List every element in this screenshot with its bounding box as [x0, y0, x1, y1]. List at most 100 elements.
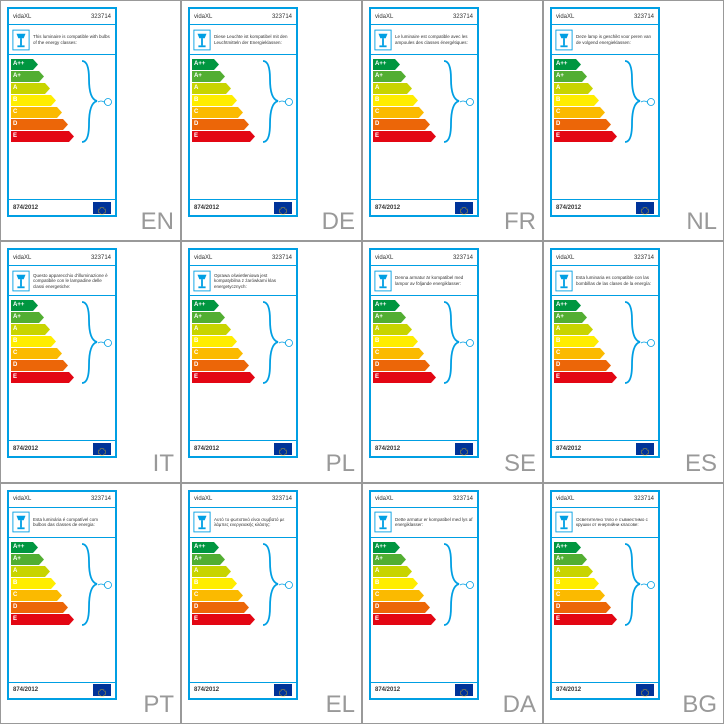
- eu-flag-icon: [274, 202, 292, 214]
- energy-bar-label: A++: [556, 544, 567, 550]
- brand-name: vidaXL: [556, 255, 574, 261]
- energy-bar-label: E: [375, 133, 379, 139]
- language-code: PL: [326, 450, 355, 478]
- model-number: 323714: [272, 255, 292, 261]
- label-cell: vidaXL 323714 Осветително тяло е съвмест…: [543, 483, 724, 724]
- energy-bar-label: A: [13, 326, 17, 332]
- brand-name: vidaXL: [556, 496, 574, 502]
- eu-flag-icon: [455, 202, 473, 214]
- energy-bar-label: E: [13, 616, 17, 622]
- energy-bar-label: A++: [13, 544, 24, 550]
- language-code: SE: [504, 450, 536, 478]
- lamp-icon: [193, 270, 211, 292]
- energy-rating-area: A++ A+ A B C: [552, 296, 658, 440]
- energy-bar-label: E: [194, 374, 198, 380]
- energy-bar-label: A: [194, 85, 198, 91]
- regulation-number: 874/2012: [556, 205, 581, 211]
- regulation-number: 874/2012: [375, 205, 400, 211]
- language-code: FR: [504, 208, 536, 236]
- language-code: IT: [153, 450, 174, 478]
- energy-label-card: vidaXL 323714 Αυτό το φωτιστικό είναι συ…: [188, 490, 298, 700]
- regulation-number: 874/2012: [375, 687, 400, 693]
- description-row: Αυτό το φωτιστικό είναι συμβατό με λάμπε…: [190, 508, 296, 538]
- energy-bar-label: A++: [194, 61, 205, 67]
- model-number: 323714: [272, 14, 292, 20]
- brand-name: vidaXL: [13, 14, 31, 20]
- energy-rating-area: A++ A+ A B C: [190, 538, 296, 682]
- energy-bar-label: D: [13, 362, 17, 368]
- header-row: vidaXL 323714: [9, 9, 115, 25]
- energy-bar-label: A: [375, 326, 379, 332]
- bulb-icon: [460, 577, 474, 587]
- bracket-icon: [77, 59, 107, 144]
- header-row: vidaXL 323714: [371, 250, 477, 266]
- header-row: vidaXL 323714: [190, 9, 296, 25]
- model-number: 323714: [453, 14, 473, 20]
- energy-bar-label: C: [556, 109, 560, 115]
- energy-bar-label: B: [194, 580, 198, 586]
- energy-bar-label: A+: [13, 556, 21, 562]
- regulation-number: 874/2012: [194, 446, 219, 452]
- header-row: vidaXL 323714: [371, 9, 477, 25]
- energy-bar-label: A: [375, 85, 379, 91]
- energy-bar-label: A++: [194, 544, 205, 550]
- energy-bar-label: A++: [13, 61, 24, 67]
- description-row: Denna armatur är kompatibel med lampor a…: [371, 266, 477, 296]
- energy-bar-label: C: [13, 109, 17, 115]
- bulb-icon: [98, 335, 112, 345]
- label-cell: vidaXL 323714 Esta luminária é compatíve…: [0, 483, 181, 724]
- eu-flag-icon: [636, 684, 654, 696]
- lamp-icon: [555, 511, 573, 533]
- model-number: 323714: [91, 496, 111, 502]
- model-number: 323714: [91, 14, 111, 20]
- energy-bar-label: B: [556, 338, 560, 344]
- energy-rating-area: A++ A+ A B C: [9, 538, 115, 682]
- language-code: DA: [503, 691, 536, 719]
- bracket-icon: [77, 300, 107, 385]
- header-row: vidaXL 323714: [552, 9, 658, 25]
- header-row: vidaXL 323714: [9, 250, 115, 266]
- header-row: vidaXL 323714: [190, 250, 296, 266]
- brand-name: vidaXL: [375, 255, 393, 261]
- energy-bar-label: D: [556, 604, 560, 610]
- eu-flag-icon: [455, 684, 473, 696]
- energy-bar-label: D: [375, 362, 379, 368]
- description-text: Le luminaire est compatible avec les amp…: [395, 34, 474, 45]
- header-row: vidaXL 323714: [9, 492, 115, 508]
- energy-bar-label: B: [375, 97, 379, 103]
- energy-bar-label: C: [194, 350, 198, 356]
- bulb-icon: [279, 577, 293, 587]
- header-row: vidaXL 323714: [190, 492, 296, 508]
- footer-row: 874/2012: [552, 682, 658, 698]
- energy-bar-label: E: [556, 374, 560, 380]
- language-code: DE: [322, 208, 355, 236]
- energy-bar-label: B: [556, 97, 560, 103]
- language-code: ES: [685, 450, 717, 478]
- energy-bar-label: A+: [556, 314, 564, 320]
- model-number: 323714: [453, 255, 473, 261]
- description-text: Questo apparecchio d'illuminazione è com…: [33, 273, 112, 289]
- energy-bar-label: C: [375, 109, 379, 115]
- brand-name: vidaXL: [375, 14, 393, 20]
- model-number: 323714: [634, 496, 654, 502]
- description-row: Dette armatur er kompatibel med lys af e…: [371, 508, 477, 538]
- energy-label-card: vidaXL 323714 Diese Leuchte ist kompatib…: [188, 7, 298, 217]
- energy-bar-label: E: [194, 616, 198, 622]
- energy-rating-area: A++ A+ A B C: [9, 296, 115, 440]
- energy-bar-label: B: [375, 338, 379, 344]
- lamp-icon: [374, 29, 392, 51]
- energy-bar-label: B: [13, 97, 17, 103]
- label-cell: vidaXL 323714 Deze lamp is geschikt voor…: [543, 0, 724, 241]
- lamp-icon: [374, 511, 392, 533]
- energy-bar-label: E: [556, 133, 560, 139]
- energy-bar-label: A++: [13, 302, 24, 308]
- model-number: 323714: [453, 496, 473, 502]
- description-text: Dette armatur er kompatibel med lys af e…: [395, 517, 474, 528]
- energy-bar-label: C: [194, 592, 198, 598]
- bracket-icon: [620, 542, 650, 627]
- energy-bar-label: D: [556, 362, 560, 368]
- energy-bar-label: A+: [375, 556, 383, 562]
- energy-bar-label: A+: [194, 314, 202, 320]
- label-cell: vidaXL 323714 Le luminaire est compatibl…: [362, 0, 543, 241]
- energy-label-card: vidaXL 323714 Dette armatur er kompatibe…: [369, 490, 479, 700]
